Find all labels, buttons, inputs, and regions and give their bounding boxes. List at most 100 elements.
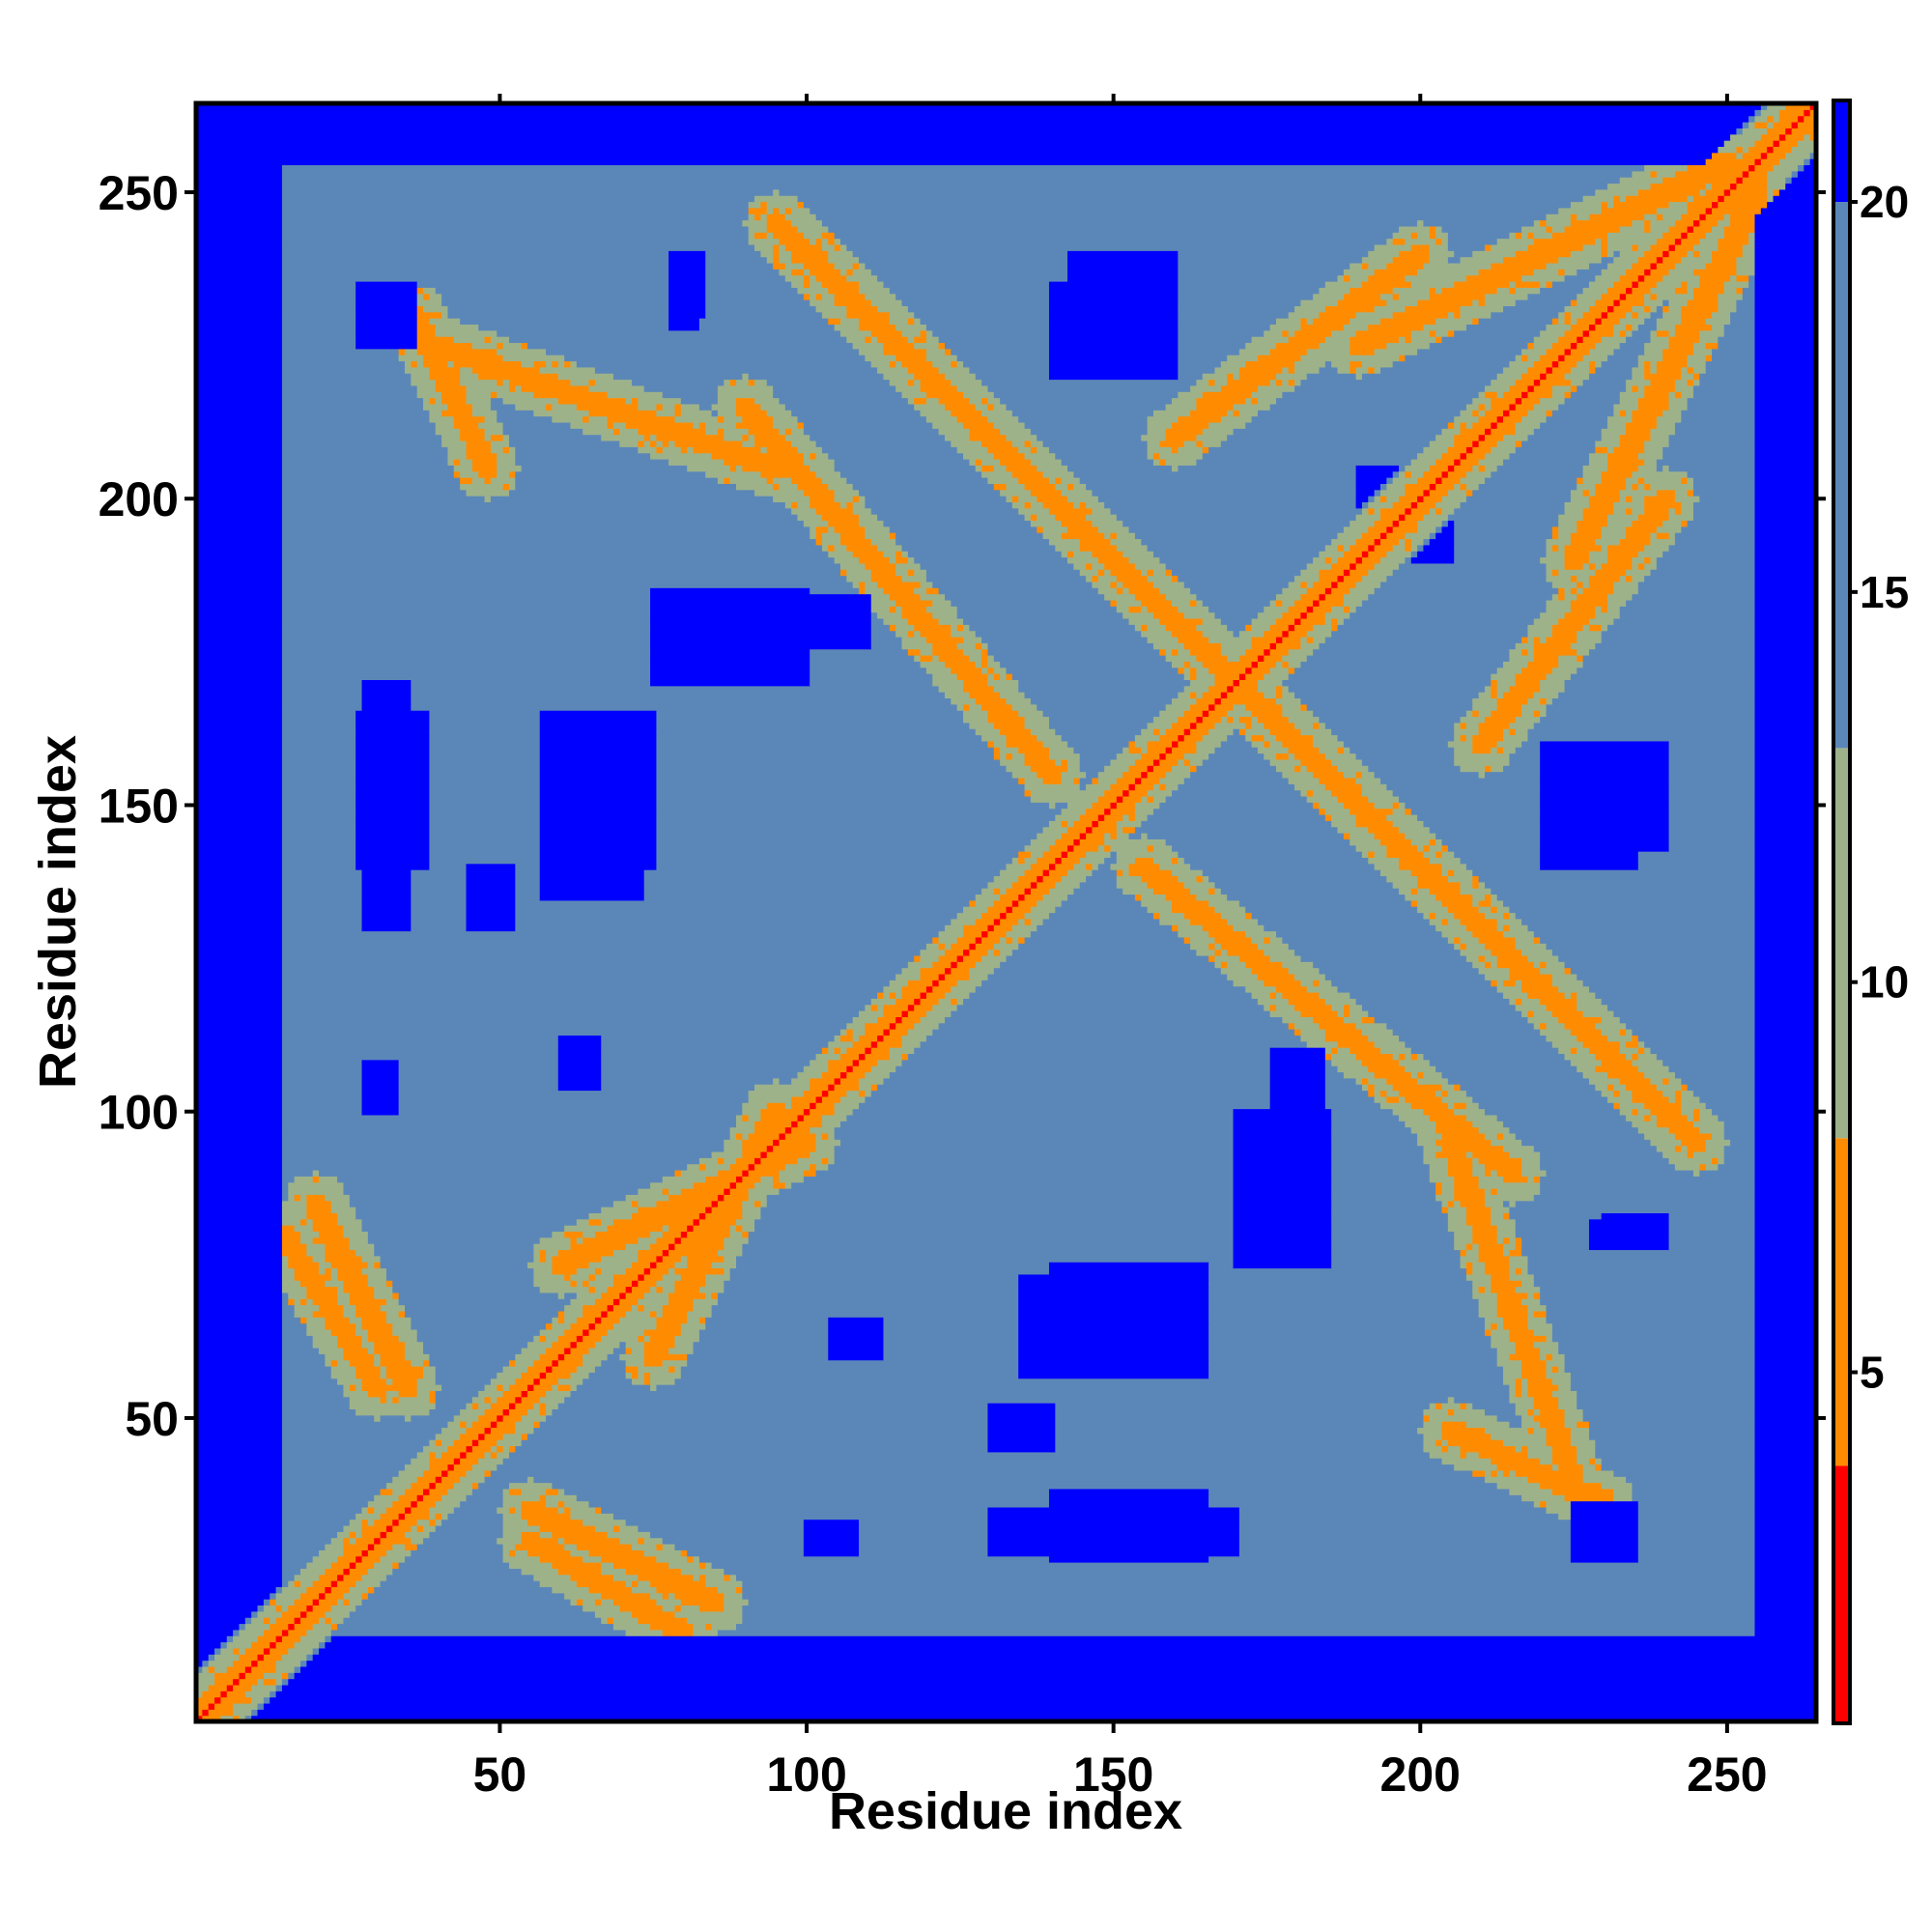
heatmap-cell-run [1551,593,1559,601]
heatmap-cell-run [312,1654,1816,1662]
heatmap-cell-run [343,1347,369,1354]
heatmap-cell-run [564,1310,583,1318]
heatmap-cell-run [539,1524,596,1532]
heatmap-cell-run [1527,1176,1535,1183]
heatmap-cell-run [1588,501,1614,509]
heatmap-cell-run [1540,998,1577,1006]
heatmap-cell-run [404,1463,430,1471]
heatmap-cell-run [601,1255,639,1263]
heatmap-cell-run [1300,1010,1339,1017]
heatmap-cell-run [828,1328,885,1336]
heatmap-cell-run [281,434,442,441]
heatmap-cell-run [208,1709,234,1717]
heatmap-cell-run [1269,1065,1326,1073]
heatmap-cell-run [1220,692,1228,699]
heatmap-cell-run [834,458,970,466]
heatmap-cell-run [281,526,810,533]
heatmap-cell-run [754,1225,1235,1233]
heatmap-cell-run [981,888,995,895]
heatmap-cell-run [361,1071,400,1079]
heatmap-cell-run [527,1549,572,1557]
heatmap-cell-run [1754,722,1816,729]
heatmap-cell-run [263,1654,283,1662]
heatmap-cell-run [729,1225,737,1233]
heatmap-cell-run [196,606,283,613]
heatmap-cell-run [1202,440,1222,447]
heatmap-cell-run [1551,973,1577,980]
heatmap-cell-run [1668,777,1756,784]
heatmap-cell-run [987,1513,1240,1520]
heatmap-cell-run [1116,544,1149,552]
heatmap-cell-run [981,648,989,656]
heatmap-cell-run [466,894,516,901]
heatmap-cell-run [281,446,449,454]
heatmap-cell-run [1754,440,1816,447]
heatmap-cell-run [196,1341,283,1349]
heatmap-cell-run [1368,496,1376,502]
heatmap-cell-run [1472,734,1504,742]
heatmap-cell-run [325,1568,345,1576]
heatmap-cell-run [1754,458,1816,466]
heatmap-cell-run [1484,716,1517,724]
heatmap-cell-run [1196,765,1277,773]
heatmap-cell-run [705,1280,724,1288]
heatmap-cell-run [1582,1463,1596,1471]
heatmap-cell-run [839,1071,847,1079]
heatmap-cell-run [1024,753,1050,760]
heatmap-cell-run [619,1292,627,1299]
heatmap-cell-run [306,1322,326,1330]
heatmap-cell-run [1582,661,1756,668]
heatmap-cell-run [1092,777,1099,784]
heatmap-cell-run [846,1029,854,1036]
heatmap-cell-run [1324,1102,1381,1110]
heatmap-cell-run [656,1236,676,1244]
heatmap-cell-run [907,630,915,638]
heatmap-cell-run [281,734,356,742]
heatmap-cell-run [1011,501,1026,509]
heatmap-cell-run [196,875,283,883]
heatmap-cell-run [1386,575,1548,582]
heatmap-cell-run [337,1212,356,1220]
heatmap-cell-run [588,1322,596,1330]
heatmap-cell-run [803,458,836,466]
heatmap-cell-run [1533,936,1541,944]
heatmap-cell-run [1196,655,1228,662]
heatmap-cell-run [196,777,283,784]
heatmap-cell-run [698,1286,724,1293]
heatmap-cell-run [859,496,866,502]
heatmap-cell-run [1018,1328,1209,1336]
heatmap-cell-run [533,1427,989,1435]
heatmap-cell-run [1202,446,1209,454]
heatmap-cell-run [1540,1347,1559,1354]
heatmap-cell-run [993,875,1019,883]
heatmap-cell-run [938,936,958,944]
heatmap-cell-run [1515,980,1522,987]
heatmap-cell-run [1754,1451,1816,1459]
heatmap-cell-run [1214,611,1259,619]
heatmap-cell-run [1515,1469,1584,1477]
heatmap-cell-run [1343,747,1350,754]
heatmap-cell-run [281,1635,301,1643]
heatmap-cell-run [1282,692,1295,699]
heatmap-cell-run [1619,1090,1634,1097]
heatmap-cell-run [1754,1574,1816,1581]
heatmap-cell-run [1503,930,1535,938]
heatmap-cell-run [564,1231,583,1238]
heatmap-cell-run [914,998,922,1006]
heatmap-cell-run [698,1574,706,1581]
heatmap-cell-run [355,838,430,846]
heatmap-cell-run [643,1378,651,1385]
heatmap-cell-run [1607,606,1621,613]
heatmap-cell-run [951,599,1112,607]
heatmap-cell-run [1674,532,1756,540]
heatmap-cell-run [1754,899,1816,907]
heatmap-cell-run [1233,1200,1332,1208]
heatmap-cell-run [1465,489,1473,497]
heatmap-cell-run [1577,998,1603,1006]
heatmap-cell-run [1018,1322,1209,1330]
heatmap-cell-run [932,599,952,607]
heatmap-cell-run [638,446,658,454]
heatmap-cell-run [441,1439,455,1447]
heatmap-cell-run [987,1531,1240,1539]
heatmap-cell-run [1417,899,1443,907]
